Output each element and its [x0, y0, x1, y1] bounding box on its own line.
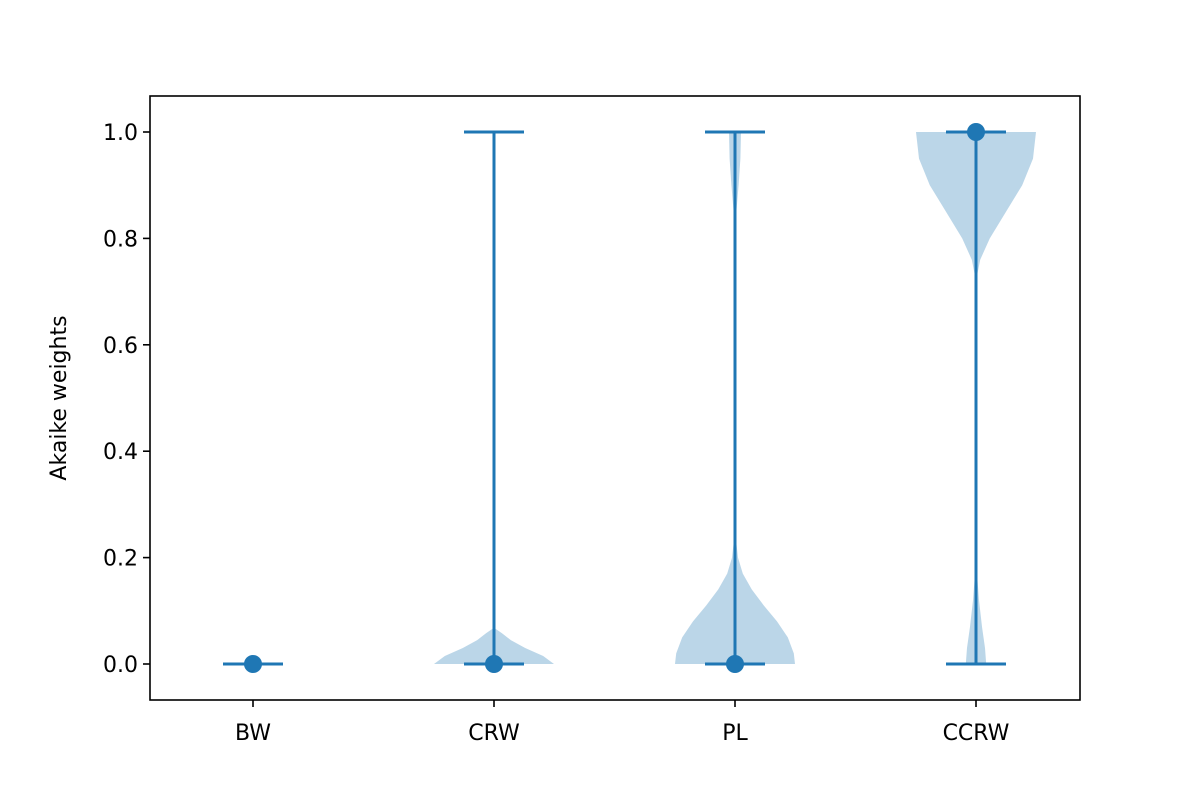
plot-frame — [149, 95, 1081, 701]
y-axis-label: Akaike weights — [47, 315, 72, 480]
y-tick-label: 0.2 — [103, 547, 138, 572]
y-tick-label: 0.8 — [103, 227, 138, 252]
violin-median-point-bw — [244, 655, 262, 673]
violins-layer — [223, 123, 1036, 673]
y-tick-label: 0.6 — [103, 334, 138, 359]
violin-crw — [434, 130, 554, 673]
y-tick-label: 1.0 — [103, 121, 138, 146]
violin-median-point-pl — [726, 655, 744, 673]
violin-bw — [223, 655, 283, 673]
y-tick-label: 0.0 — [103, 653, 138, 678]
violin-median-point-ccrw — [967, 123, 985, 141]
violin-median-point-crw — [485, 655, 503, 673]
y-tick-label: 0.4 — [103, 440, 138, 465]
violin-pl — [675, 130, 795, 673]
x-tick-label-ccrw: CCRW — [943, 721, 1010, 746]
x-tick-label-crw: CRW — [468, 721, 520, 746]
x-axis: BW CRW PL CCRW — [235, 700, 1010, 746]
violin-ccrw — [916, 123, 1036, 666]
y-axis: 0.0 0.2 0.4 0.6 0.8 1.0 — [103, 121, 150, 678]
x-tick-label-bw: BW — [235, 721, 271, 746]
x-tick-label-pl: PL — [722, 721, 748, 746]
